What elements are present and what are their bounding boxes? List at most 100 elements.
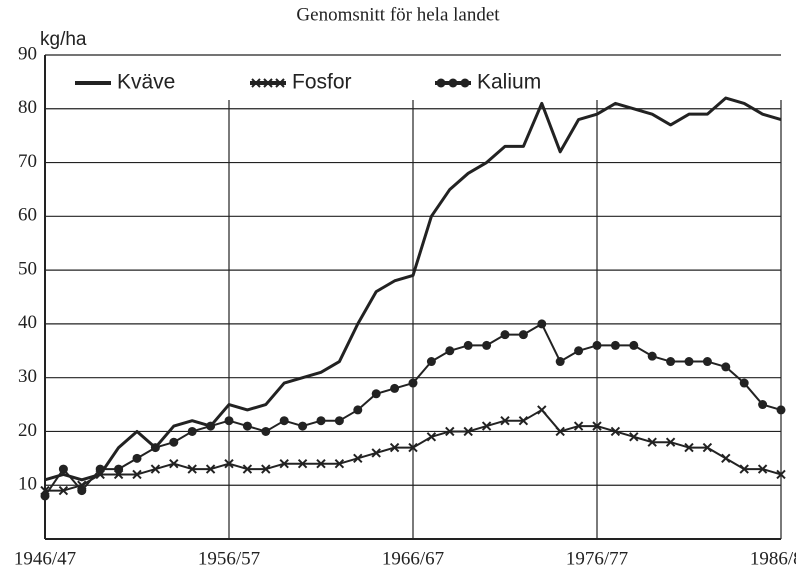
data-point (776, 469, 786, 480)
data-point (187, 426, 197, 436)
data-point (537, 405, 547, 415)
data-point (555, 357, 565, 367)
y-tick-label: 20 (18, 420, 37, 441)
y-axis-label: kg/ha (40, 29, 87, 50)
data-point (518, 330, 528, 340)
data-point (555, 426, 565, 437)
data-point (426, 432, 437, 442)
y-tick-label: 90 (18, 43, 37, 64)
x-tick-label: 1946/47 (14, 548, 76, 569)
data-point (666, 357, 676, 367)
x-tick-label: 1986/87 (750, 548, 796, 569)
data-point (757, 464, 768, 474)
data-point (279, 416, 289, 426)
data-point (298, 421, 308, 431)
data-point (95, 464, 105, 474)
data-point (132, 469, 142, 480)
legend-marker (251, 78, 261, 88)
data-point (77, 486, 87, 496)
data-point (58, 464, 68, 474)
chart-title: Genomsnitt för hela landet (296, 4, 500, 25)
legend-label: Kväve (117, 71, 175, 94)
data-point (150, 443, 160, 453)
data-point (481, 421, 492, 431)
data-point (205, 464, 216, 474)
x-tick-label: 1956/57 (198, 548, 260, 569)
y-tick-label: 60 (18, 205, 37, 226)
legend-label: Kalium (477, 71, 541, 94)
data-point (592, 421, 602, 431)
data-point (224, 416, 234, 426)
data-point (721, 453, 731, 464)
data-point (610, 340, 620, 350)
data-point (334, 416, 344, 426)
legend-marker (448, 78, 458, 88)
data-point (261, 426, 271, 436)
data-point (390, 383, 400, 393)
data-point (500, 415, 510, 426)
data-point (463, 426, 473, 437)
data-point (758, 400, 768, 410)
data-point (629, 432, 639, 442)
data-point (353, 405, 363, 415)
x-tick-label: 1976/77 (566, 548, 628, 569)
data-point (408, 442, 418, 453)
legend-marker (263, 78, 273, 88)
y-tick-label: 10 (18, 474, 37, 495)
data-point (537, 319, 547, 329)
y-tick-label: 30 (18, 366, 37, 387)
data-point (684, 357, 694, 367)
y-tick-label: 50 (18, 258, 37, 279)
data-point (702, 442, 713, 453)
data-point (776, 405, 786, 415)
data-point (40, 491, 50, 501)
legend-marker (436, 78, 446, 88)
data-point (573, 421, 584, 431)
data-point (316, 416, 326, 426)
data-point (408, 378, 418, 388)
data-point (297, 459, 308, 469)
data-point (58, 485, 69, 496)
data-point (500, 330, 510, 340)
data-point (610, 426, 621, 437)
data-point (445, 426, 455, 437)
data-point (261, 464, 271, 474)
data-point (445, 346, 455, 356)
data-point (242, 421, 252, 431)
y-tick-label: 80 (18, 97, 37, 118)
y-tick-label: 40 (18, 312, 37, 333)
data-point (371, 448, 381, 458)
data-point (169, 459, 179, 469)
data-point (169, 437, 179, 447)
x-tick-label: 1966/67 (382, 548, 444, 569)
legend-label: Fosfor (292, 71, 352, 94)
data-point (206, 421, 216, 431)
data-point (426, 357, 436, 367)
y-tick-label: 70 (18, 151, 37, 172)
data-point (721, 362, 731, 372)
data-point (353, 453, 363, 464)
data-point (242, 464, 253, 474)
data-point (739, 378, 749, 388)
data-point (592, 340, 602, 350)
data-point (187, 464, 197, 474)
data-point (518, 415, 529, 426)
data-point (114, 464, 124, 474)
series-line (44, 96, 782, 482)
data-point (665, 437, 676, 447)
data-point (463, 340, 473, 350)
data-point (739, 464, 749, 474)
legend-marker (275, 78, 285, 88)
data-point (132, 453, 142, 463)
data-point (316, 459, 326, 469)
data-point (334, 459, 345, 469)
data-point (702, 357, 712, 367)
data-point (574, 346, 584, 356)
data-point (224, 459, 234, 469)
legend-marker (460, 78, 470, 88)
data-point (482, 340, 492, 350)
data-point (150, 464, 161, 474)
data-point (684, 442, 694, 453)
data-point (647, 437, 657, 447)
